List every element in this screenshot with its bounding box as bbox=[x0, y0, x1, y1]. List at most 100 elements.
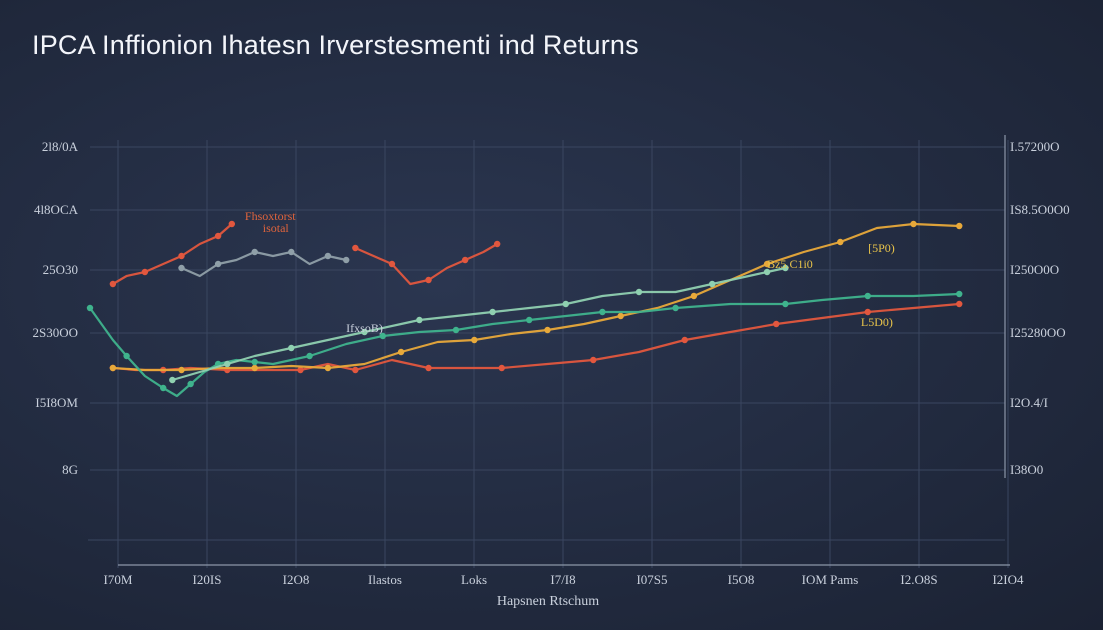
series-4-point-0 bbox=[109, 364, 117, 372]
series-4-point-12 bbox=[544, 326, 551, 334]
annotation-3: Bz5.C1i0 bbox=[767, 257, 813, 271]
series-4-point-4 bbox=[251, 364, 258, 372]
x-tick-5: I7/I8 bbox=[550, 572, 575, 587]
series-5-point-24 bbox=[782, 300, 789, 308]
series-6-point-2 bbox=[224, 360, 231, 368]
series-0-point-6 bbox=[214, 232, 222, 240]
series-6-point-16 bbox=[709, 280, 716, 288]
series-0-point-4 bbox=[178, 252, 185, 260]
series-1-point-4 bbox=[425, 276, 432, 284]
series-6-point-12 bbox=[562, 300, 569, 308]
series-5-point-18 bbox=[526, 316, 533, 324]
x-tick-0: I70M bbox=[104, 572, 133, 587]
series-1-point-8 bbox=[493, 240, 501, 248]
series-3-point-18 bbox=[773, 320, 780, 328]
series-2-point-6 bbox=[288, 248, 295, 256]
series-1-point-6 bbox=[461, 256, 469, 264]
x-tick-7: I5O8 bbox=[728, 572, 755, 587]
series-2-point-9 bbox=[343, 256, 350, 264]
series-6-point-8 bbox=[416, 316, 423, 324]
series-1-point-2 bbox=[388, 260, 396, 268]
x-tick-1: I20IS bbox=[193, 572, 222, 587]
x-tick-2: I2O8 bbox=[283, 572, 310, 587]
series-5-point-12 bbox=[306, 352, 313, 360]
series-4-point-20 bbox=[837, 238, 844, 246]
series-3-point-14 bbox=[590, 356, 597, 364]
annotation-1: isotal bbox=[263, 221, 290, 235]
annotation-2: IfxsoB) bbox=[346, 321, 383, 335]
series-6-point-10 bbox=[489, 308, 496, 316]
series-4-point-18 bbox=[763, 260, 771, 268]
y-tick-left-4: I5I8OM bbox=[35, 395, 78, 410]
series-6-point-4 bbox=[288, 344, 295, 352]
series-4-point-2 bbox=[178, 366, 185, 374]
series-line-0 bbox=[111, 222, 233, 286]
series-2-point-0 bbox=[178, 264, 185, 272]
series-5-point-6 bbox=[187, 380, 194, 388]
y-tick-right-1: IS8.5O0O0 bbox=[1010, 202, 1070, 217]
annotation-5: L5D0) bbox=[861, 315, 893, 329]
series-3-point-22 bbox=[956, 300, 963, 308]
series-6-point-14 bbox=[635, 288, 643, 296]
series-5-point-22 bbox=[672, 304, 679, 312]
series-line-3 bbox=[111, 302, 961, 372]
series-line-2 bbox=[180, 250, 348, 278]
series-line-4 bbox=[111, 222, 961, 372]
series-5-point-16 bbox=[452, 326, 460, 334]
series-6-point-6 bbox=[361, 328, 368, 336]
annotation-0: Fhsoxtorst bbox=[245, 209, 296, 223]
series-5-point-28 bbox=[956, 290, 963, 298]
series-3-point-6 bbox=[297, 366, 304, 374]
y-tick-left-5: 8G bbox=[62, 462, 78, 477]
series-line-6 bbox=[171, 266, 787, 382]
series-4-point-8 bbox=[397, 348, 405, 356]
series-3-point-20 bbox=[864, 308, 871, 316]
series-4-point-22 bbox=[910, 220, 917, 228]
series-5-point-0 bbox=[86, 304, 94, 312]
y-tick-left-1: 4l8OCA bbox=[34, 202, 79, 217]
series-4-point-6 bbox=[324, 364, 332, 372]
series-5-point-26 bbox=[864, 292, 871, 300]
series-5-point-14 bbox=[379, 332, 386, 340]
series-4-point-14 bbox=[617, 312, 624, 320]
series-4-point-16 bbox=[690, 292, 698, 300]
series-6-point-19 bbox=[782, 264, 789, 272]
series-0-point-7 bbox=[228, 220, 236, 228]
x-tick-6: I07S5 bbox=[636, 572, 667, 587]
y-tick-right-0: I.57200O bbox=[1010, 139, 1059, 154]
series-2-point-2 bbox=[214, 260, 222, 268]
x-axis-title: Hapsnen Rtschum bbox=[497, 594, 599, 609]
series-5-point-20 bbox=[599, 308, 606, 316]
series-0-point-2 bbox=[141, 268, 149, 276]
series-2-point-4 bbox=[251, 248, 258, 256]
series-5-point-4 bbox=[160, 384, 167, 392]
y-tick-right-4: I2O.4/I bbox=[1010, 395, 1048, 410]
x-tick-3: Ilastos bbox=[368, 572, 402, 587]
y-tick-left-2: 25O30 bbox=[43, 262, 78, 277]
chart-title: IPCA Inffionion Ihatesn Irverstesmenti i… bbox=[32, 30, 639, 60]
series-3-point-12 bbox=[498, 364, 505, 372]
x-tick-9: I2.O8S bbox=[900, 572, 937, 587]
y-tick-right-3: I25280OO bbox=[1010, 325, 1066, 340]
x-tick-8: IOM Pams bbox=[802, 572, 859, 587]
y-tick-right-5: I38O0 bbox=[1010, 462, 1043, 477]
x-tick-10: I2IO4 bbox=[992, 572, 1024, 587]
series-5-point-2 bbox=[123, 352, 130, 360]
series-6-point-0 bbox=[169, 376, 176, 384]
series-0-point-0 bbox=[109, 280, 117, 288]
series-2-point-8 bbox=[324, 252, 332, 260]
series-6-point-18 bbox=[763, 268, 771, 276]
series-5-point-10 bbox=[251, 358, 258, 366]
series-4-point-23 bbox=[956, 222, 963, 230]
series-3-point-10 bbox=[425, 364, 432, 372]
x-tick-4: Loks bbox=[461, 572, 487, 587]
series-4-point-10 bbox=[471, 336, 478, 344]
annotation-4: [5P0) bbox=[868, 241, 895, 255]
y-tick-right-2: I250O0O bbox=[1010, 262, 1059, 277]
y-tick-left-3: 2S30OO bbox=[32, 325, 78, 340]
y-tick-left-0: 2l8/0A bbox=[42, 139, 79, 154]
series-3-point-16 bbox=[681, 336, 688, 344]
series-1-point-0 bbox=[352, 244, 359, 252]
